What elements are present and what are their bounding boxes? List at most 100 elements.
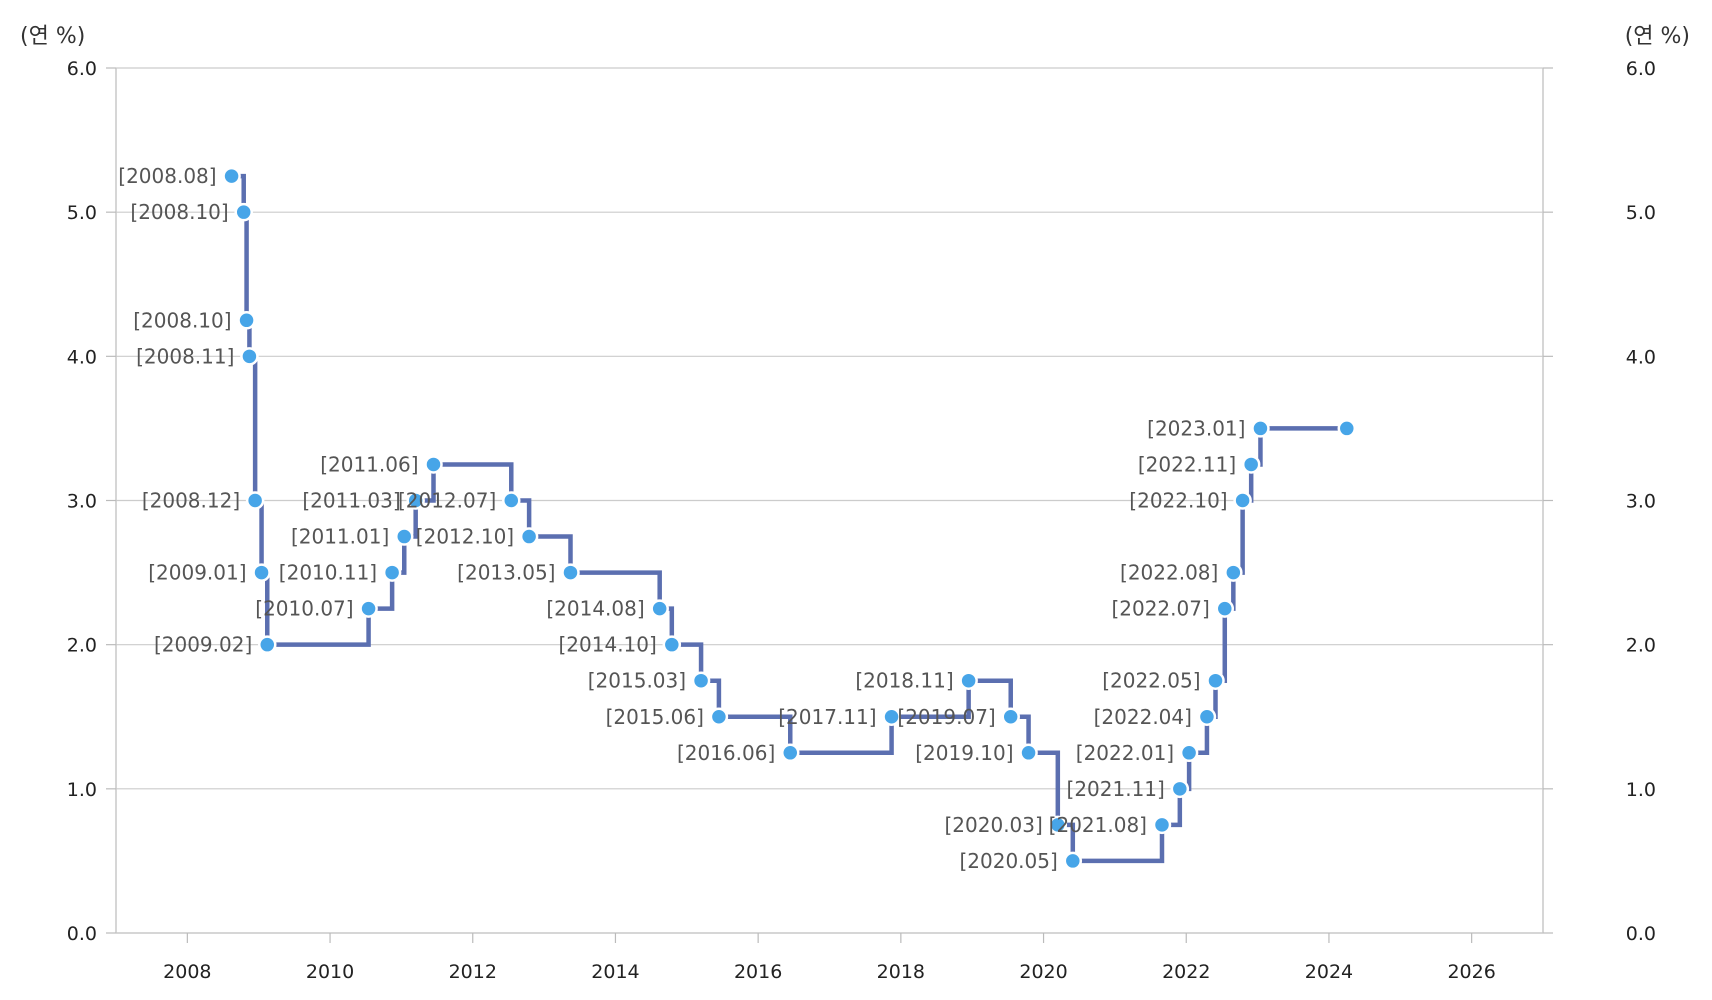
- series-policy-rate: [222, 166, 1357, 871]
- data-point-marker[interactable]: [359, 599, 378, 618]
- x-tick-label: 2026: [1447, 961, 1495, 983]
- x-tick-label: 2010: [306, 961, 354, 983]
- data-point-label: [2023.01]: [1147, 416, 1245, 440]
- y-tick-label-left: 0.0: [67, 923, 97, 945]
- y-tick-label-right: 2.0: [1626, 635, 1656, 657]
- data-point-marker[interactable]: [1170, 779, 1190, 799]
- data-point-label: [2017.11]: [778, 705, 876, 729]
- data-point-marker[interactable]: [502, 491, 521, 510]
- y-tick-label-right: 6.0: [1626, 58, 1656, 80]
- y-axis-right-unit: (연 %): [1624, 24, 1690, 49]
- data-point-marker[interactable]: [1224, 563, 1243, 582]
- data-point-label: [2021.11]: [1067, 777, 1165, 801]
- data-point-label: [2022.07]: [1111, 597, 1209, 621]
- data-point-marker[interactable]: [781, 743, 800, 763]
- y-tick-label-right: 5.0: [1626, 202, 1656, 224]
- data-point-marker[interactable]: [650, 599, 669, 618]
- y-tick-label-right: 0.0: [1626, 923, 1656, 945]
- data-point-marker[interactable]: [561, 563, 580, 582]
- data-point-marker[interactable]: [1233, 491, 1252, 510]
- data-point-label: [2022.01]: [1076, 741, 1174, 765]
- data-point-marker[interactable]: [252, 563, 271, 582]
- data-point-marker[interactable]: [240, 347, 259, 366]
- data-point-marker[interactable]: [1206, 671, 1225, 690]
- x-tick-label: 2018: [877, 961, 925, 983]
- data-point-label: [2021.08]: [1049, 813, 1147, 837]
- data-point-marker[interactable]: [424, 455, 443, 474]
- data-point-marker[interactable]: [234, 202, 253, 222]
- series-line: [231, 173, 1347, 864]
- data-point-marker[interactable]: [1215, 599, 1235, 618]
- data-point-marker[interactable]: [1063, 851, 1083, 871]
- y-axis-right-ticks: 0.0 1.0 2.0 3.0 4.0 5.0 6.0: [1543, 58, 1656, 945]
- data-point-marker[interactable]: [1179, 743, 1199, 763]
- data-point-marker[interactable]: [406, 491, 425, 510]
- data-point-marker[interactable]: [395, 527, 414, 546]
- data-point-marker[interactable]: [882, 707, 901, 726]
- y-tick-label-left: 3.0: [67, 491, 97, 513]
- y-tick-label-left: 5.0: [67, 202, 97, 224]
- x-tick-label: 2012: [449, 961, 497, 983]
- data-point-label: [2008.12]: [142, 489, 240, 513]
- y-axis-left-unit: (연 %): [20, 24, 86, 49]
- data-point-label: [2019.07]: [897, 705, 995, 729]
- data-point-label: [2022.08]: [1120, 561, 1218, 585]
- data-point-label: [2022.04]: [1094, 705, 1192, 729]
- data-point-marker[interactable]: [662, 635, 682, 654]
- y-axis-left-ticks: 0.0 1.0 2.0 3.0 4.0 5.0 6.0: [67, 58, 116, 945]
- y-tick-label-left: 1.0: [67, 779, 97, 801]
- data-point-label: [2012.10]: [416, 525, 514, 549]
- grid-lines: [116, 67, 1543, 790]
- data-point-marker[interactable]: [245, 491, 265, 510]
- data-point-label: [2009.02]: [154, 633, 252, 657]
- data-point-marker[interactable]: [1019, 743, 1038, 763]
- data-point-marker[interactable]: [237, 311, 256, 330]
- data-point-marker[interactable]: [691, 671, 711, 690]
- data-point-label: [2016.06]: [677, 741, 775, 765]
- data-point-marker[interactable]: [1152, 815, 1172, 835]
- data-point-label: [2019.10]: [915, 741, 1013, 765]
- data-point-label: [2011.06]: [320, 452, 418, 476]
- data-point-label: [2015.03]: [588, 669, 686, 693]
- data-point-marker[interactable]: [1197, 707, 1217, 726]
- data-point-label: [2011.01]: [291, 525, 389, 549]
- data-point-label: [2013.05]: [457, 561, 555, 585]
- data-point-marker[interactable]: [1001, 707, 1020, 726]
- x-axis-ticks: 2008 2010 2012 2014 2016 2018 2020 2022 2024 2026: [163, 933, 1496, 983]
- x-tick-label: 2014: [591, 961, 639, 983]
- data-point-label: [2008.10]: [130, 200, 228, 224]
- y-tick-label-right: 4.0: [1626, 346, 1656, 368]
- data-point-label: [2020.05]: [959, 849, 1057, 873]
- data-point-marker[interactable]: [382, 563, 402, 582]
- y-tick-label-left: 2.0: [67, 635, 97, 657]
- y-tick-label-left: 6.0: [67, 58, 97, 80]
- data-point-label: [2022.05]: [1102, 669, 1200, 693]
- y-tick-label-right: 1.0: [1626, 779, 1656, 801]
- x-tick-label: 2008: [163, 961, 211, 983]
- data-point-label: [2022.11]: [1138, 452, 1236, 476]
- data-point-marker[interactable]: [959, 671, 978, 690]
- data-point-label: [2009.01]: [148, 561, 246, 585]
- y-tick-label-left: 4.0: [67, 346, 97, 368]
- data-point-label: [2020.03]: [945, 813, 1043, 837]
- data-point-marker[interactable]: [709, 707, 729, 726]
- data-point-marker[interactable]: [258, 635, 277, 654]
- data-point-marker[interactable]: [1241, 455, 1261, 474]
- data-point-marker[interactable]: [519, 527, 539, 546]
- data-point-marker[interactable]: [1251, 419, 1270, 438]
- data-point-label: [2014.08]: [546, 597, 644, 621]
- data-point-label: [2022.10]: [1129, 489, 1227, 513]
- data-point-marker[interactable]: [1048, 815, 1068, 835]
- data-point-label: [2008.11]: [136, 344, 234, 368]
- data-point-marker[interactable]: [222, 166, 241, 186]
- data-point-label: [2015.06]: [606, 705, 704, 729]
- data-point-label: [2014.10]: [559, 633, 657, 657]
- x-tick-label: 2016: [734, 961, 782, 983]
- x-tick-label: 2020: [1019, 961, 1067, 983]
- x-tick-label: 2024: [1305, 961, 1353, 983]
- data-point-label: [2012.07]: [398, 489, 496, 513]
- data-point-marker[interactable]: [1337, 419, 1357, 438]
- y-tick-label-right: 3.0: [1626, 491, 1656, 513]
